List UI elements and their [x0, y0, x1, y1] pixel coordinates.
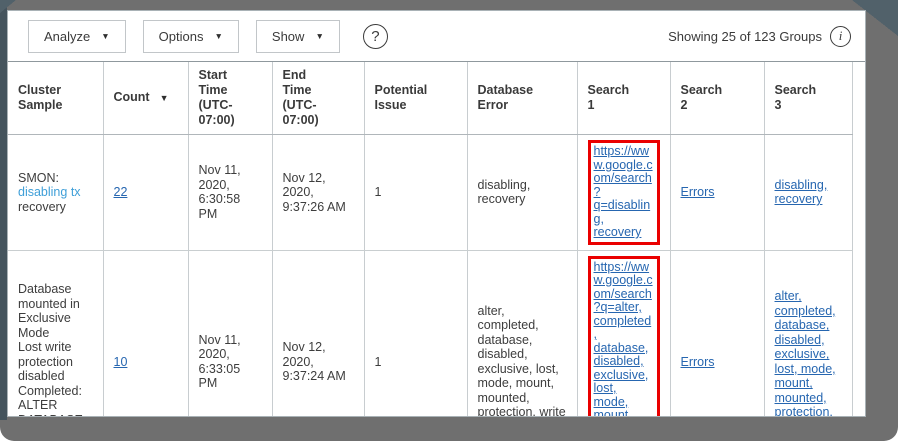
cell-text: Nov 12, 2020, 9:37:24 AM: [282, 340, 346, 383]
column-header-cluster-sample[interactable]: Cluster Sample: [8, 62, 104, 135]
cell-count: 22: [103, 134, 189, 251]
help-icon[interactable]: ?: [362, 23, 388, 49]
cell-search3: alter, completed, database, disabled, ex…: [764, 250, 853, 417]
count-link[interactable]: 10: [113, 354, 128, 369]
table-row: Database mounted in Exclusive Mode Lost w…: [8, 250, 853, 417]
column-header-search-1[interactable]: Search 1: [577, 62, 671, 135]
analyze-button[interactable]: Analyze ▼: [28, 19, 126, 53]
cell-text: disabling, recovery: [477, 177, 531, 207]
cell-text: recovery: [18, 199, 66, 214]
cell-text: Nov 11, 2020, 6:30:58 PM: [198, 163, 241, 221]
cell-search3: disabling, recovery: [764, 134, 853, 251]
search1-link[interactable]: https://www.google.com/search?q=disablin…: [593, 144, 653, 239]
search2-link[interactable]: Errors: [680, 185, 715, 199]
cell-search2: Errors: [670, 250, 765, 416]
chevron-down-icon: ▼: [315, 30, 324, 41]
column-header-potential-issue[interactable]: Potential Issue: [364, 62, 468, 135]
analyze-button-label: Analyze: [44, 28, 91, 44]
window-corner-top-left: [0, 0, 16, 13]
column-header-search-3[interactable]: Search 3: [764, 62, 853, 135]
cell-start: Nov 11, 2020, 6:30:58 PM: [188, 134, 273, 251]
chevron-down-icon: ▼: [101, 30, 110, 41]
cell-count: 10: [103, 250, 189, 416]
search3-link[interactable]: disabling, recovery: [774, 177, 828, 207]
show-button[interactable]: Show ▼: [255, 19, 340, 53]
cell-end: Nov 12, 2020, 9:37:24 AM: [272, 250, 365, 416]
column-header-count[interactable]: Count ▼: [103, 62, 189, 135]
options-button-label: Options: [158, 28, 204, 44]
cell-text: Completed: ALTER DATABASE MOUNT: [18, 383, 83, 417]
groups-table: Cluster Sample Count ▼ Start Time (UTC- 0…: [8, 62, 853, 417]
cell-text: 1: [374, 185, 382, 199]
cell-text: Nov 11, 2020, 6:33:05 PM: [198, 332, 241, 391]
table-row: SMON: disabling tx recovery 22 Nov 11, 202…: [8, 134, 853, 251]
info-icon[interactable]: i: [830, 25, 851, 47]
cell-search1: https://www.google.com/search?q=alter, c…: [577, 250, 671, 417]
search1-link[interactable]: https://www.google.com/search?q=alter, c…: [593, 259, 653, 417]
highlighted-term: disabling tx: [18, 185, 81, 199]
cell-end: Nov 12, 2020, 9:37:26 AM: [272, 134, 365, 251]
cell-start: Nov 11, 2020, 6:33:05 PM: [188, 250, 273, 416]
cell-dberror: disabling, recovery: [467, 134, 578, 251]
red-annotation-box: https://www.google.com/search?q=alter, c…: [587, 255, 660, 417]
cell-issue: 1: [364, 134, 468, 251]
toolbar: Analyze ▼ Options ▼ Show ▼ ? Showing 25 …: [8, 11, 865, 62]
column-header-search-2[interactable]: Search 2: [670, 62, 765, 135]
showing-groups-text: Showing 25 of 123 Groups: [668, 28, 822, 44]
cell-dberror: alter, completed, database, disabled, ex…: [467, 250, 578, 417]
cell-text: alter, completed, database, disabled, ex…: [477, 303, 566, 417]
search2-link[interactable]: Errors: [680, 354, 715, 369]
cell-cluster: SMON: disabling tx recovery: [8, 134, 104, 251]
show-button-label: Show: [271, 28, 305, 44]
header-row: Cluster Sample Count ▼ Start Time (UTC- 0…: [8, 62, 853, 135]
cell-cluster: Database mounted in Exclusive Mode Lost w…: [8, 250, 104, 417]
chevron-down-icon: ▼: [214, 30, 223, 41]
table-body: SMON: disabling tx recovery 22 Nov 11, 202…: [8, 134, 853, 417]
cell-text: SMON:: [18, 170, 59, 185]
cell-issue: 1: [364, 250, 468, 416]
cell-search2: Errors: [670, 134, 765, 251]
cell-text: Database mounted in Exclusive Mode: [18, 282, 80, 340]
window-frame-left-edge: [0, 0, 7, 420]
cell-text: 1: [374, 354, 382, 369]
red-annotation-box: https://www.google.com/search?q=disablin…: [587, 140, 660, 245]
content-panel: Analyze ▼ Options ▼ Show ▼ ? Showing 25 …: [7, 10, 866, 417]
options-button[interactable]: Options ▼: [142, 19, 239, 53]
cell-text: Lost write protection disabled: [18, 340, 73, 383]
column-header-database-error[interactable]: Database Error: [467, 62, 578, 135]
sort-descending-icon: ▼: [159, 93, 169, 103]
column-header-end-time[interactable]: End Time (UTC- 07:00): [272, 62, 365, 135]
cell-search1: https://www.google.com/search?q=disablin…: [577, 134, 671, 251]
search3-link[interactable]: alter, completed, database, disabled, ex…: [774, 289, 836, 417]
column-header-start-time[interactable]: Start Time (UTC- 07:00): [188, 62, 273, 135]
count-link[interactable]: 22: [113, 185, 128, 199]
cell-text: Nov 12, 2020, 9:37:26 AM: [282, 170, 346, 214]
